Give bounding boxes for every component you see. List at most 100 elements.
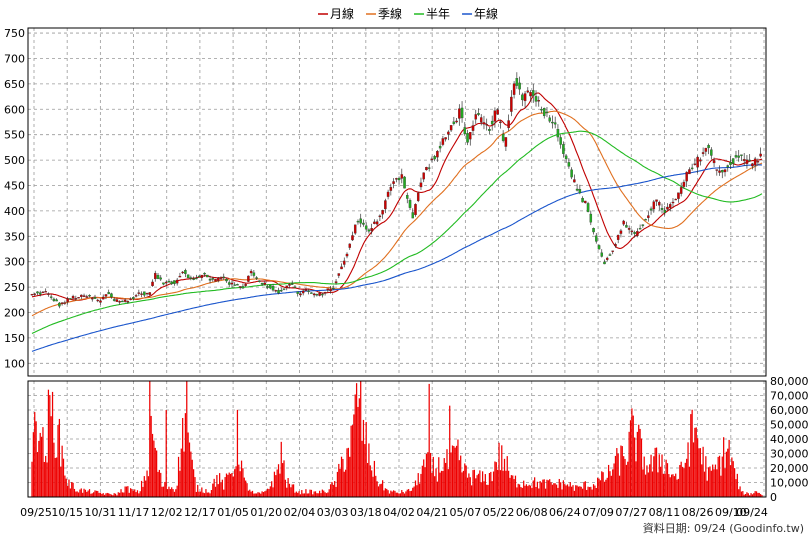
volume-bar: [371, 470, 373, 497]
candle-body: [107, 292, 110, 295]
candle-body: [290, 283, 294, 285]
volume-bar: [95, 490, 97, 497]
volume-bar: [661, 454, 663, 497]
volume-bar: [571, 486, 573, 497]
volume-bar: [655, 447, 658, 497]
volume-bar: [692, 442, 695, 497]
candle-body: [542, 107, 546, 117]
volume-bar: [554, 483, 556, 497]
volume-bar: [334, 481, 336, 497]
candle-body: [658, 202, 661, 206]
volume-bar: [703, 471, 706, 497]
candle-body: [315, 294, 319, 296]
volume-bar: [245, 480, 247, 497]
volume-bar: [134, 489, 136, 497]
volume-bar: [50, 416, 52, 497]
volume-bar: [283, 460, 285, 497]
volume-bar: [142, 486, 144, 497]
candle-body: [77, 297, 80, 299]
candle-body: [285, 285, 289, 288]
date-tick-label: 08/11: [649, 506, 681, 519]
volume-bar: [687, 442, 689, 497]
volume-bar: [268, 489, 270, 497]
candle-body: [329, 288, 332, 292]
volume-bar: [149, 381, 151, 497]
candle-body: [126, 301, 130, 303]
volume-bar: [690, 414, 692, 497]
volume-bar: [658, 454, 660, 497]
candle-body: [745, 159, 749, 164]
volume-bar: [449, 405, 451, 497]
candle-body: [466, 133, 469, 143]
volume-bar: [191, 459, 193, 497]
volume-bar: [569, 482, 571, 497]
volume-bar: [621, 446, 623, 497]
candle-body: [80, 294, 83, 297]
candle-body: [622, 220, 625, 225]
candle-body: [438, 145, 442, 149]
candle-body: [493, 110, 497, 122]
date-tick-label: 01/20: [250, 506, 282, 519]
candle-body: [759, 153, 762, 157]
volume-tick-label: 30,000: [770, 448, 808, 461]
volume-bar: [681, 466, 684, 497]
date-axis: 09/25 10/15 10/31 11/17 12/02 12/17 01/05 01/20…: [20, 506, 768, 519]
candle-body: [359, 218, 362, 224]
volume-bar: [455, 445, 458, 497]
volume-bar: [534, 477, 536, 497]
date-tick-label: 02/04: [284, 506, 316, 519]
volume-bar: [542, 479, 544, 497]
candle-body: [455, 120, 458, 123]
candle-body: [41, 291, 45, 294]
ma-line-1: [31, 92, 763, 301]
candle-body: [630, 230, 634, 233]
candle-body: [189, 277, 193, 279]
volume-bar: [646, 465, 648, 497]
ma-line-4: [31, 164, 762, 352]
candle-body: [545, 111, 549, 114]
date-tick-label: 06/24: [549, 506, 581, 519]
volume-bar: [217, 484, 219, 497]
volume-bar: [747, 493, 749, 497]
volume-bar: [166, 489, 169, 497]
volume-bar: [361, 440, 363, 497]
candle-body: [641, 224, 645, 226]
candle-body: [726, 165, 730, 168]
volume-tick-label: 20,000: [770, 462, 808, 475]
volume-bar: [236, 409, 239, 497]
volume-bar: [156, 450, 158, 497]
volume-bar: [434, 476, 436, 497]
volume-bar: [32, 432, 34, 497]
volume-bar: [738, 489, 740, 497]
volume-bar: [187, 432, 189, 497]
candle-body: [356, 220, 360, 223]
candle-body: [559, 137, 562, 145]
volume-bar: [561, 489, 563, 497]
volume-bar: [53, 442, 55, 497]
volume-bar: [83, 488, 85, 497]
volume-bar: [576, 485, 578, 497]
volume-bar: [718, 455, 721, 497]
volume-tick-label: 0: [770, 491, 777, 504]
volume-bar: [429, 452, 432, 497]
candle-body: [496, 109, 499, 115]
plot-frames: [27, 27, 767, 498]
volume-bar: [401, 490, 403, 497]
volume-bar: [632, 415, 634, 497]
candle-body: [123, 299, 127, 302]
candle-body: [219, 278, 223, 280]
volume-bar: [313, 491, 315, 497]
candle-body: [663, 210, 667, 213]
candle-body: [718, 170, 721, 173]
volume-bar: [421, 465, 423, 497]
volume-bar: [508, 470, 510, 497]
price-tick-label: 500: [4, 154, 25, 167]
volume-bar: [642, 469, 644, 497]
volume-bar: [721, 456, 723, 497]
candle-body: [485, 124, 488, 126]
candle-body: [55, 299, 58, 302]
date-tick-label: 05/22: [483, 506, 515, 519]
volume-bar: [343, 471, 345, 497]
volume-bar: [513, 479, 515, 497]
volume-bar: [384, 488, 386, 497]
